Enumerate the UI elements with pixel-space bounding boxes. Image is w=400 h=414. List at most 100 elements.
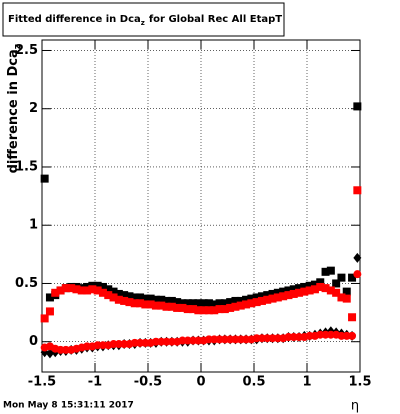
- marker: [141, 294, 150, 303]
- marker: [162, 296, 171, 305]
- marker: [236, 296, 245, 305]
- marker: [289, 289, 298, 298]
- marker: [353, 102, 362, 111]
- marker: [173, 303, 182, 312]
- marker: [120, 291, 129, 300]
- marker: [257, 292, 266, 301]
- marker: [215, 299, 224, 308]
- marker: [45, 307, 54, 316]
- marker: [279, 292, 288, 301]
- marker: [326, 286, 335, 295]
- marker: [183, 305, 192, 314]
- x-tick-label: 1: [302, 375, 311, 390]
- marker: [284, 291, 293, 300]
- marker: [332, 288, 341, 297]
- x-tick-label: -1: [88, 375, 102, 390]
- marker: [51, 288, 60, 297]
- marker: [141, 300, 150, 309]
- marker: [316, 282, 325, 291]
- marker: [337, 273, 346, 282]
- y-tick-label: 2.5: [15, 43, 38, 58]
- marker: [88, 285, 97, 294]
- marker: [93, 281, 102, 290]
- marker: [300, 282, 309, 291]
- marker: [268, 294, 277, 303]
- chart-title: Fitted difference in Dcaz for Global Rec …: [8, 14, 282, 27]
- marker: [130, 299, 139, 308]
- marker: [114, 295, 123, 304]
- marker: [273, 293, 282, 302]
- marker: [305, 281, 314, 290]
- marker: [321, 284, 330, 293]
- marker: [125, 292, 134, 301]
- marker: [316, 278, 325, 287]
- marker: [178, 303, 187, 312]
- marker: [348, 273, 357, 282]
- y-axis-label: difference in Dcaz: [6, 44, 23, 173]
- x-tick-label: 0.5: [242, 375, 265, 390]
- x-axis-label: η: [351, 399, 359, 414]
- marker: [337, 293, 346, 302]
- marker: [348, 313, 357, 322]
- marker: [326, 266, 335, 275]
- marker: [273, 288, 282, 297]
- marker: [61, 284, 70, 293]
- marker: [167, 296, 176, 305]
- marker: [204, 299, 213, 308]
- marker: [289, 285, 298, 294]
- marker: [56, 286, 65, 295]
- marker: [77, 286, 86, 295]
- marker: [146, 294, 155, 303]
- x-tick-label: -0.5: [134, 375, 162, 390]
- marker: [242, 300, 251, 309]
- marker: [342, 287, 351, 296]
- marker: [104, 291, 113, 300]
- marker: [295, 288, 304, 297]
- marker: [295, 284, 304, 293]
- marker: [146, 300, 155, 309]
- marker: [72, 285, 81, 294]
- marker: [310, 280, 319, 289]
- marker: [93, 286, 102, 295]
- marker: [210, 300, 219, 309]
- y-tick-label: 0: [29, 334, 38, 349]
- marker: [348, 331, 357, 340]
- marker: [189, 299, 198, 308]
- marker: [194, 299, 203, 308]
- marker: [109, 287, 118, 296]
- marker: [268, 289, 277, 298]
- marker: [226, 303, 235, 312]
- marker: [109, 293, 118, 302]
- marker: [231, 296, 240, 305]
- marker: [300, 287, 309, 296]
- marker: [252, 293, 261, 302]
- marker: [321, 267, 330, 276]
- marker: [136, 293, 145, 302]
- title-box: [2, 2, 285, 37]
- marker: [263, 295, 272, 304]
- marker: [263, 291, 272, 300]
- marker: [215, 305, 224, 314]
- marker: [353, 252, 362, 263]
- marker: [162, 302, 171, 311]
- marker: [284, 286, 293, 295]
- marker: [67, 284, 76, 293]
- marker: [204, 306, 213, 315]
- marker: [40, 174, 49, 183]
- x-tick-label: 1.5: [348, 375, 371, 390]
- marker: [342, 294, 351, 303]
- marker: [114, 289, 123, 298]
- marker: [173, 298, 182, 307]
- marker: [98, 288, 107, 297]
- timestamp: Mon May 8 15:31:11 2017: [3, 401, 134, 411]
- marker: [189, 305, 198, 314]
- marker: [136, 299, 145, 308]
- marker: [310, 285, 319, 294]
- y-tick-label: 0.5: [15, 276, 38, 291]
- marker: [157, 295, 166, 304]
- marker: [247, 299, 256, 308]
- marker: [210, 306, 219, 315]
- marker: [236, 301, 245, 310]
